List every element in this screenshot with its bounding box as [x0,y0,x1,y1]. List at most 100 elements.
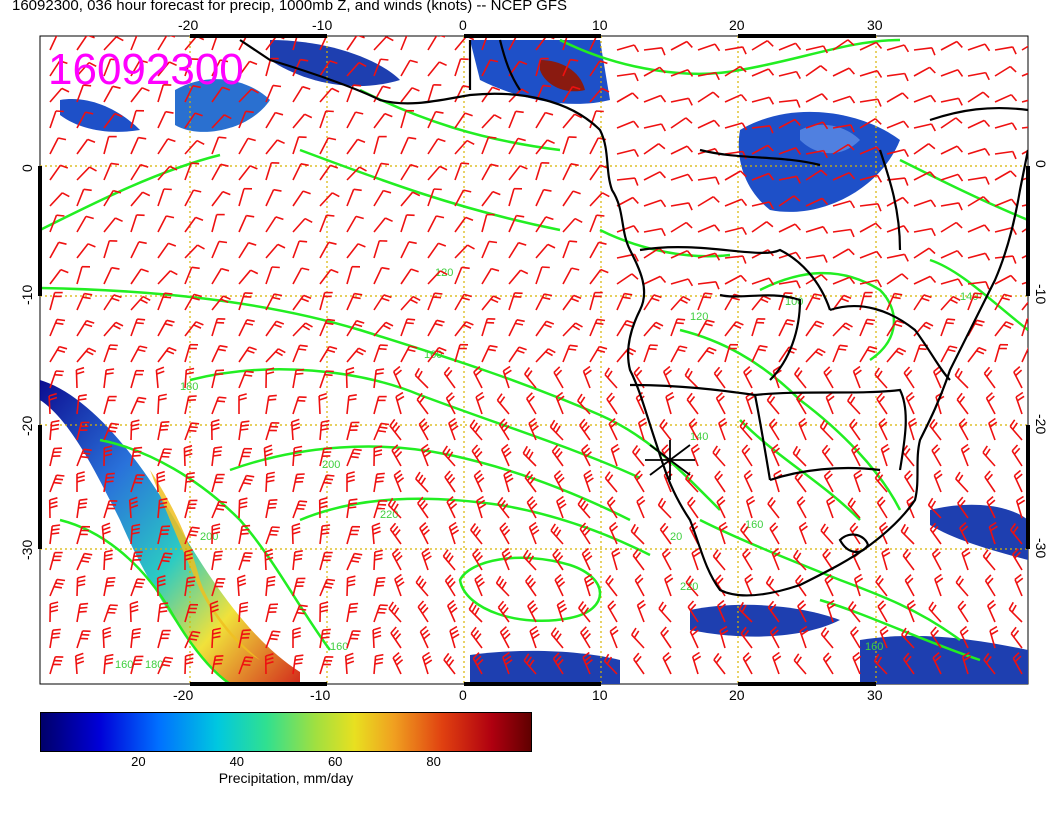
wind-barb-flag [410,298,418,304]
wind-barb-staff [49,87,63,103]
wind-barb-flag [636,495,644,503]
wind-barb-flag [447,555,454,563]
wind-barb-flag [903,652,910,660]
wind-barb-flag [52,632,61,635]
wind-barb-staff [373,136,380,155]
wind-barb-flag [659,66,666,74]
wind-barb-flag [691,629,699,636]
wind-barb-flag [712,196,720,203]
wind-barb-flag [472,526,479,534]
wind-barb-staff [643,294,655,311]
wind-barb-staff [743,475,753,493]
wind-barb-staff [1021,226,1028,233]
wind-barb-flag [48,392,57,397]
wind-barb-flag [297,399,306,402]
wind-barb-flag [449,421,458,428]
wind-barb-flag [823,630,830,638]
wind-barb-staff [796,398,807,415]
wind-barb-staff [238,630,244,649]
wind-barb-staff [76,189,85,207]
wind-barb-flag [679,345,688,349]
wind-barb-flag [376,368,385,371]
wind-barb-flag [50,609,59,613]
wind-barb-flag [739,65,747,73]
wind-barb-flag [768,96,775,105]
wind-barb-staff [1015,500,1023,519]
wind-barb-staff [832,124,851,129]
wind-barb-flag [551,444,559,452]
wind-barb-flag [473,469,482,477]
wind-barb-staff [319,448,325,467]
wind-barb-staff [508,165,521,181]
wind-barb-flag [354,292,363,296]
wind-barb-flag [961,629,969,636]
wind-barb-flag [186,580,196,583]
wind-barb-flag [935,473,943,480]
wind-barb-flag [704,322,713,327]
wind-barb-flag [133,450,142,453]
wind-barb-flag [959,625,968,633]
wind-barb-flag [585,577,594,584]
wind-barb-flag [880,525,889,532]
wind-barb-flag [662,629,670,637]
wind-barb-staff [697,292,706,311]
wind-barb-flag [191,162,200,165]
wind-barb-flag [663,365,671,373]
wind-barb-flag [132,632,141,635]
wind-barb-staff [902,555,915,571]
wind-barb-flag [348,394,357,397]
wind-barb-flag [631,627,637,636]
wind-barb-staff [718,422,726,441]
wind-barb-staff [983,659,996,675]
wind-barb-flag [374,449,383,453]
wind-barb-staff [157,319,168,337]
wind-barb-flag [348,610,357,613]
wind-barb-flag [904,574,912,581]
wind-barb-staff [265,578,269,597]
map-title: 16092300, 036 hour forecast for precip, … [12,0,567,14]
wind-barb-flag [325,110,334,113]
wind-barb-staff [76,293,86,311]
wind-barb-flag [962,447,970,454]
wind-barb-flag [713,366,721,374]
wind-barb-flag [138,396,147,400]
weather-map: 120 160 200 220 160 180 220 140 120 100 … [19,17,1049,700]
wind-barb-flag [599,345,608,350]
wind-barb-flag [892,296,901,300]
wind-barb-flag [502,607,509,615]
wind-barb-flag [1011,198,1018,207]
wind-barb-staff [913,143,930,155]
wind-barb-flag [906,577,914,585]
wind-barb-flag [463,324,472,329]
wind-barb-staff [1011,450,1023,467]
wind-barb-staff [740,633,753,649]
wind-barb-flag [745,473,753,480]
wind-barb-flag [746,395,755,402]
wind-barb-flag [393,503,399,512]
wind-barb-flag [168,61,177,67]
wind-barb-flag [1015,391,1024,398]
wind-barb-staff [292,113,306,129]
wind-barb-staff [400,241,410,259]
lon-label: -20 [173,687,193,700]
wind-barb-staff [49,164,61,181]
wind-barb-flag [475,529,482,537]
wind-barb-flag [83,448,92,452]
wind-barb-flag [267,579,276,583]
wind-barb-flag [664,573,672,580]
wind-barb-staff [724,122,743,129]
wind-barb-flag [210,608,219,613]
wind-barb-staff [238,371,247,389]
wind-barb-flag [102,522,111,527]
wind-barb-staff [319,630,324,649]
wind-barb-flag [499,522,507,529]
wind-barb-staff [954,374,969,389]
wind-barb-flag [797,600,805,607]
wind-barb-flag [384,112,393,118]
wind-barb-flag [293,557,303,561]
wind-barb-staff [805,197,823,207]
wind-barb-flag [849,124,855,133]
wind-barb-flag [140,268,149,273]
wind-barb-flag [982,549,989,557]
wind-barb-flag [194,112,203,117]
